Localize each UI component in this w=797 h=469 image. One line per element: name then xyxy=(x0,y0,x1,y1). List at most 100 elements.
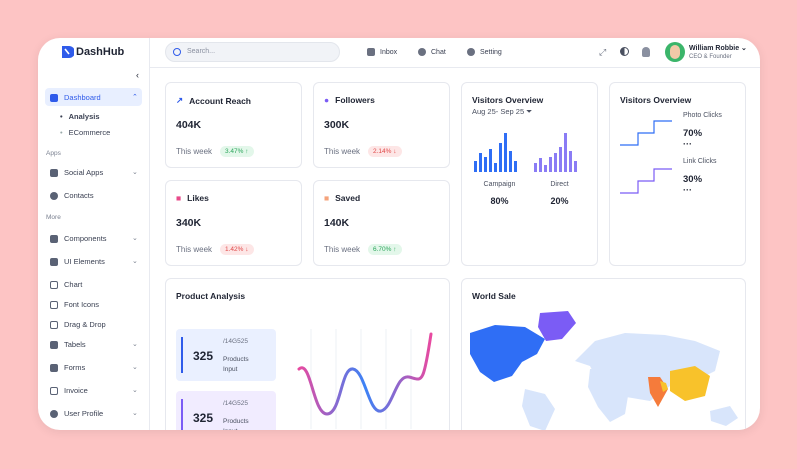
stat-card: ↗ Account Reach 404K This week 3.47% ↑ xyxy=(165,82,302,168)
tile: 325 /14G525 Products Input xyxy=(176,329,276,381)
user-name: William Robbie ⌄ xyxy=(689,45,747,52)
label: Analysis xyxy=(68,112,100,121)
chevron: ⌄ xyxy=(132,235,138,242)
metric-label: Photo Clicks xyxy=(683,112,722,119)
fullscreen-icon[interactable]: ⤢ xyxy=(599,47,607,57)
menu-item[interactable]: Contacts xyxy=(50,191,94,200)
search-icon xyxy=(173,48,181,56)
label: Inbox xyxy=(380,48,398,56)
change-badge: 6.70% ↑ xyxy=(368,244,402,255)
menu-item[interactable]: User Profile xyxy=(50,409,103,418)
submenu-item[interactable]: • Analysis xyxy=(60,112,100,121)
search-box[interactable]: Search... xyxy=(165,42,340,62)
sidebar: DashHub ‹ Dashboard ⌃ • Analysis • EComm… xyxy=(38,38,150,430)
metric-value: 70% xyxy=(683,128,703,139)
tile-value: 325 xyxy=(193,411,214,425)
topbar: Search... Inbox Chat Setting ⤢ William R… xyxy=(150,38,760,68)
tile-label: Products Input xyxy=(223,418,249,430)
clicks-card: Visitors Overview Photo Clicks 70% ··· L… xyxy=(609,82,746,266)
label: 2.14% xyxy=(373,148,392,155)
menu-item[interactable]: Dashboard xyxy=(50,93,101,102)
label: Dashboard xyxy=(64,93,101,102)
avatar[interactable] xyxy=(665,42,685,62)
nav-item[interactable]: Inbox xyxy=(367,48,397,56)
legend-label: Campaign xyxy=(483,181,516,188)
more-dots[interactable]: ··· xyxy=(683,139,692,149)
menu-item[interactable]: UI Elements xyxy=(50,257,105,266)
search-placeholder: Search... xyxy=(187,48,216,55)
product-card: Product Analysis 325 /14G525 Products In… xyxy=(165,278,450,430)
label: Visitors Overview xyxy=(620,95,692,105)
label: Forms xyxy=(64,363,86,372)
label: 3.47% xyxy=(225,148,244,155)
card-title: ● Followers xyxy=(324,95,375,105)
menu-item[interactable]: Forms xyxy=(50,363,85,372)
label: Chat xyxy=(431,48,446,56)
theme-toggle[interactable] xyxy=(620,47,629,56)
menu-item[interactable]: Invoice xyxy=(50,386,88,395)
tile: 325 /14G525 Products Input xyxy=(176,391,276,430)
label: Tabels xyxy=(64,340,86,349)
label: 6.70% xyxy=(373,246,392,253)
card-title: Product Analysis xyxy=(176,291,245,301)
nav-item[interactable]: Chat xyxy=(418,48,446,56)
user-role: CEO & Founder xyxy=(689,54,732,60)
chevron: ⌄ xyxy=(132,364,138,371)
period: This week xyxy=(324,147,361,156)
stat-value: 404K xyxy=(176,119,202,131)
nav-item[interactable]: Setting xyxy=(467,48,502,56)
chevron: ⌄ xyxy=(132,169,138,176)
label: Contacts xyxy=(64,191,94,200)
section-label: More xyxy=(46,214,61,221)
chevron: ⌄ xyxy=(132,387,138,394)
world-map xyxy=(470,311,738,430)
menu-item[interactable]: Font Icons xyxy=(50,300,99,309)
label: Followers xyxy=(335,95,375,105)
period: This week xyxy=(176,245,213,254)
card-title: World Sale xyxy=(472,291,516,301)
date-range[interactable]: Aug 25- Sep 25 ⏷ xyxy=(472,107,533,116)
label: Account Reach xyxy=(189,95,251,106)
label: William Robbie xyxy=(689,45,740,52)
menu-item[interactable]: Components xyxy=(50,234,107,243)
change-badge: 1.42% ↓ xyxy=(220,244,254,255)
card-title: Visitors Overview xyxy=(620,95,691,105)
stat-card: ■ Likes 340K This week 1.42% ↓ xyxy=(165,180,302,266)
dashboard-window: DashHub ‹ Dashboard ⌃ • Analysis • EComm… xyxy=(38,38,760,430)
logo-icon xyxy=(62,46,74,58)
label: Aug 25- Sep 25 xyxy=(472,107,525,116)
period: This week xyxy=(324,245,361,254)
label: User Profile xyxy=(64,409,104,418)
label: Saved xyxy=(335,193,361,203)
menu-item[interactable]: Chart xyxy=(50,280,82,289)
menu-item[interactable]: Tabels xyxy=(50,340,86,349)
brand: DashHub xyxy=(76,46,125,58)
label: Likes xyxy=(187,193,209,203)
mini-bars xyxy=(474,133,577,172)
section-label: Apps xyxy=(46,150,61,157)
submenu-item[interactable]: • ECommerce xyxy=(60,128,111,137)
label: UI Elements xyxy=(64,257,105,266)
menu-item[interactable]: Social Apps xyxy=(50,168,103,177)
stat-value: 300K xyxy=(324,119,350,131)
chevron: ⌄ xyxy=(132,410,138,417)
stat-card: ● Followers 300K This week 2.14% ↓ xyxy=(313,82,450,168)
label: Invoice xyxy=(64,386,88,395)
label: Social Apps xyxy=(64,168,104,177)
collapse-button[interactable]: ‹ xyxy=(136,70,139,80)
metric-value: 30% xyxy=(683,174,703,185)
notification-icon[interactable] xyxy=(642,47,650,57)
period: This week xyxy=(176,147,213,156)
label: World Sale xyxy=(472,291,516,301)
label: Product Analysis xyxy=(176,291,246,301)
label: Drag & Drop xyxy=(64,320,106,329)
tile-code: /14G525 xyxy=(223,338,248,345)
tile-code: /14G525 xyxy=(223,400,248,407)
card-title: ↗ Account Reach xyxy=(176,95,251,106)
menu-item[interactable]: Drag & Drop xyxy=(50,320,106,329)
label: 1.42% xyxy=(225,246,244,253)
metric-label: Link Clicks xyxy=(683,158,717,165)
label: Components xyxy=(64,234,107,243)
more-dots[interactable]: ··· xyxy=(683,185,692,195)
